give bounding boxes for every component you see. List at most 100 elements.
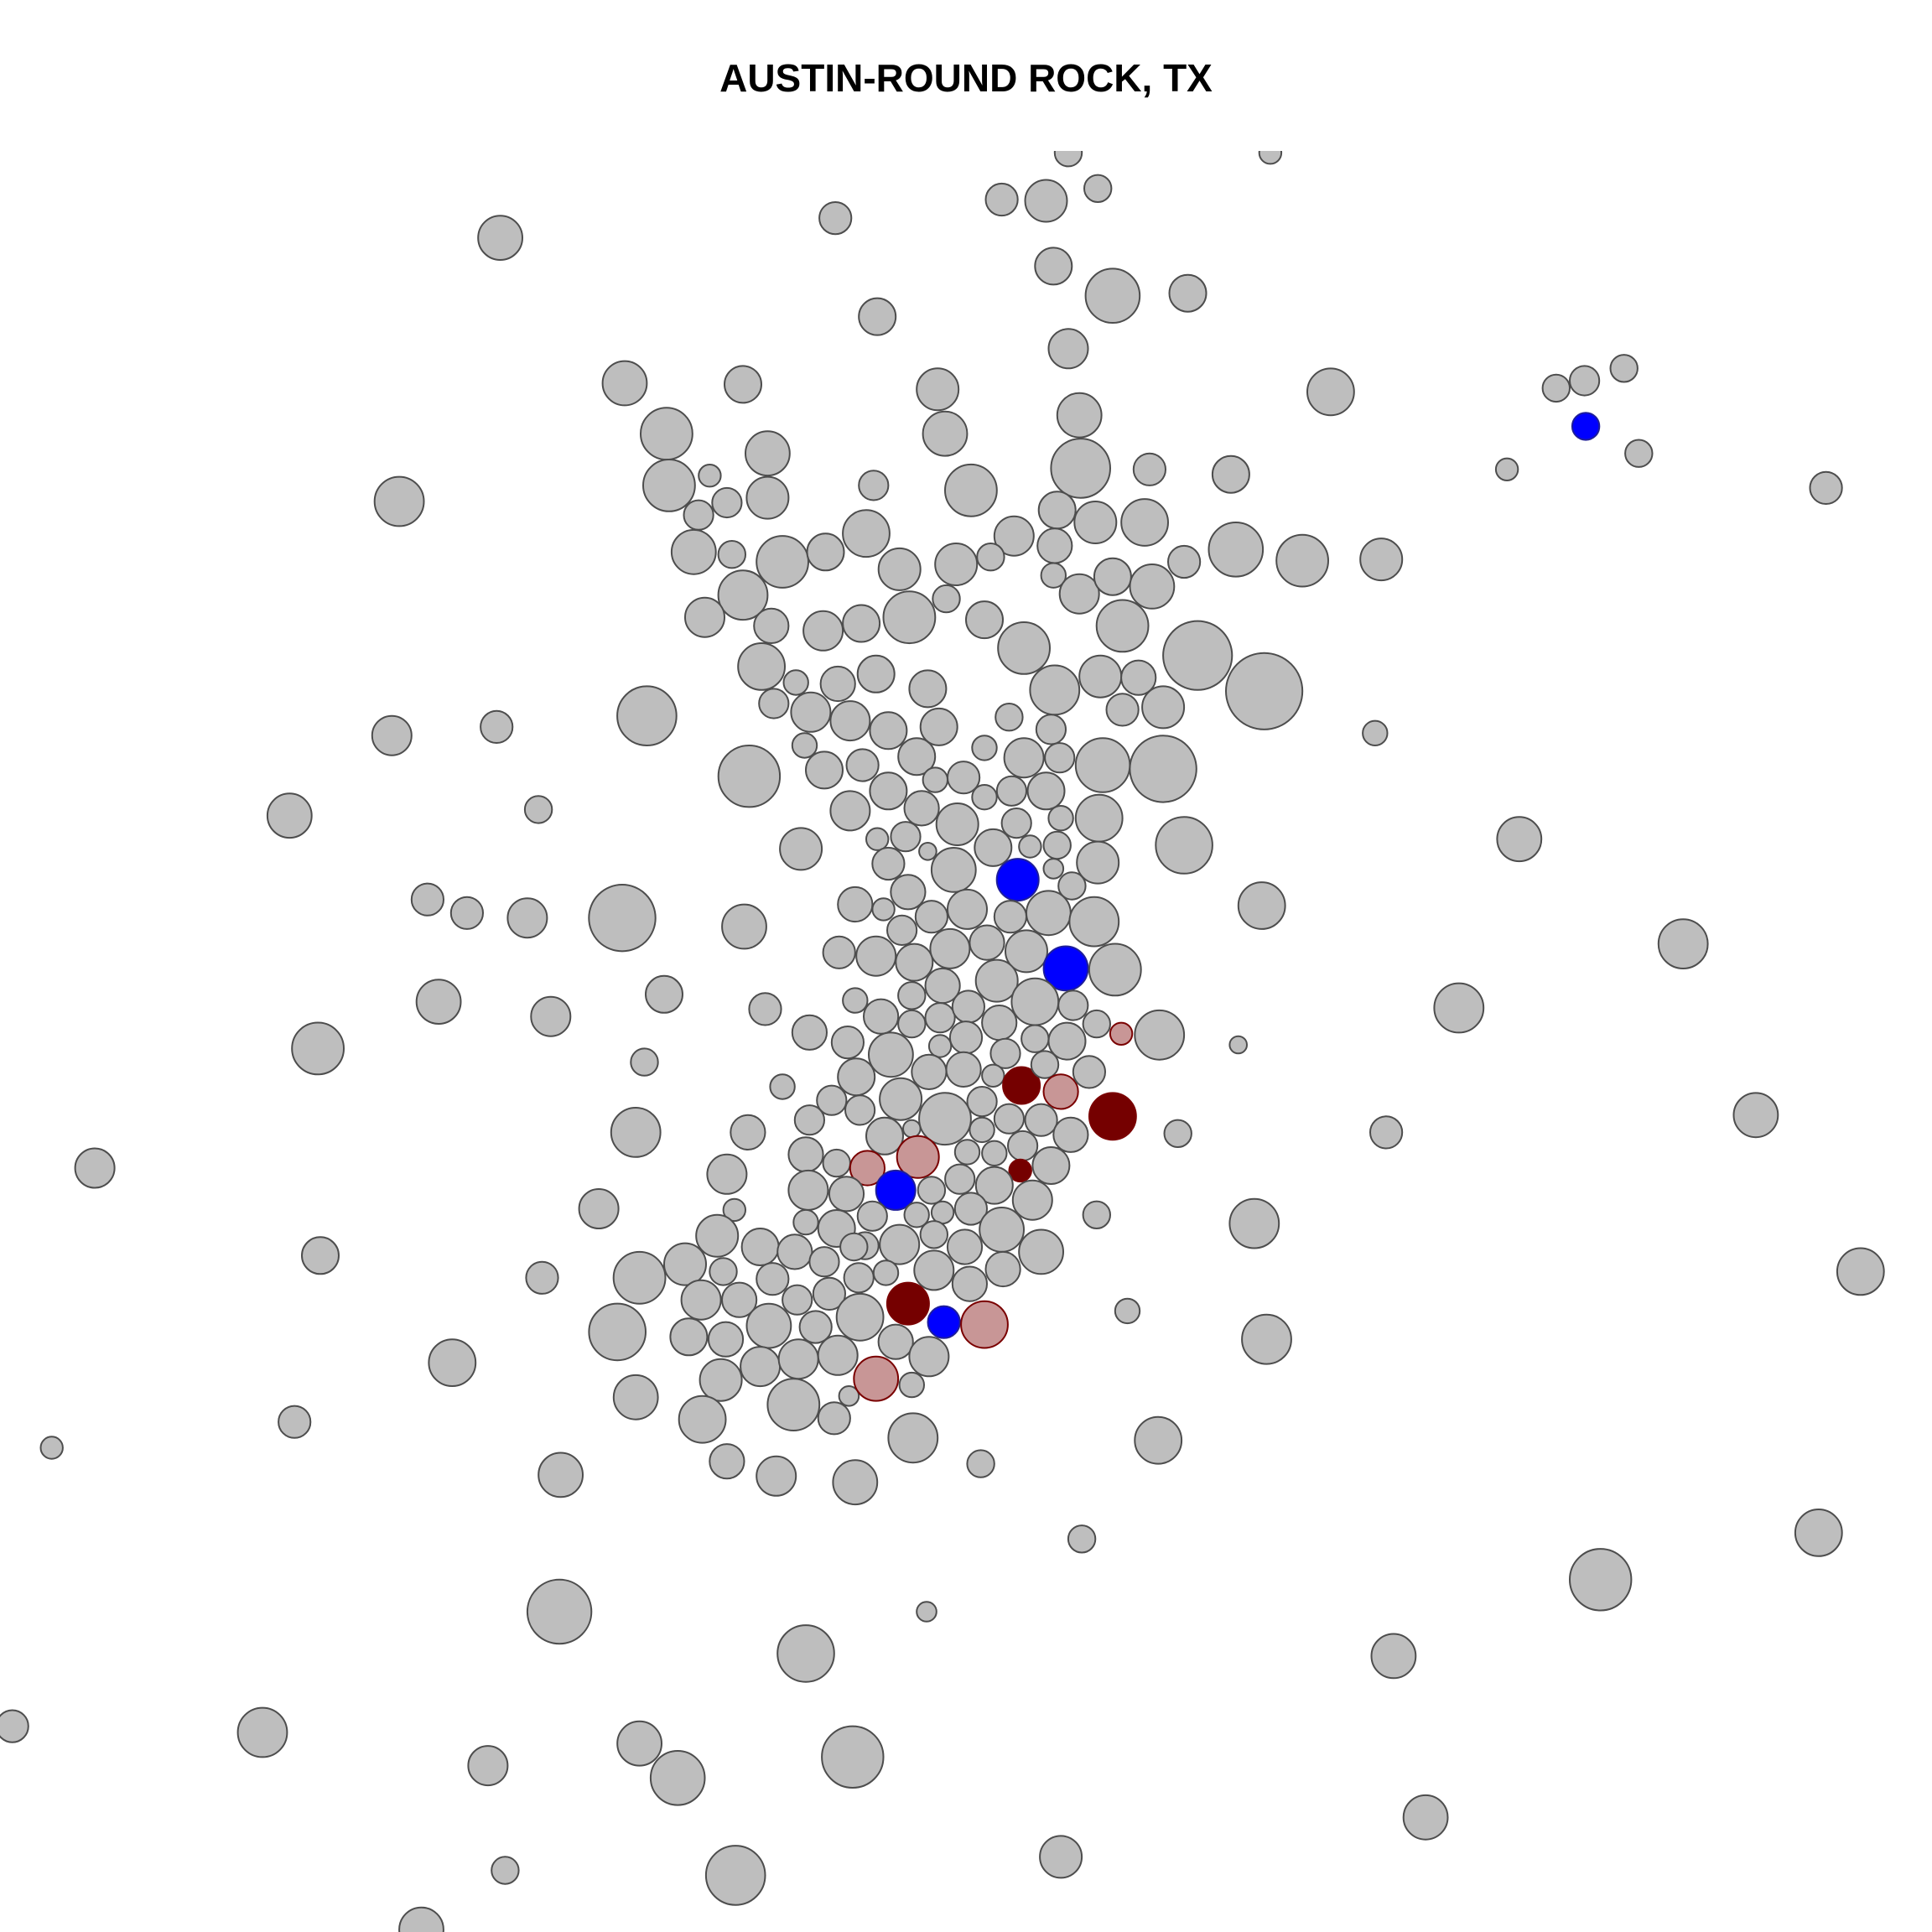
bubble-point — [922, 766, 949, 793]
bubble-point — [1794, 1509, 1843, 1557]
bubble-point — [1042, 858, 1065, 880]
bubble-point — [805, 750, 844, 790]
bubble-point — [1078, 654, 1123, 699]
bubble-point — [1168, 273, 1208, 313]
bubble-point — [966, 1086, 998, 1118]
bubble-point — [793, 1104, 826, 1136]
bubble-point — [918, 1092, 972, 1146]
bubble-point — [610, 1107, 662, 1158]
bubble-point — [1044, 742, 1076, 774]
bubble-point — [721, 1281, 758, 1318]
bubble-point — [39, 1436, 64, 1460]
bubble-point — [630, 1047, 659, 1077]
bubble-point — [842, 987, 869, 1014]
bubble-point — [1026, 890, 1072, 937]
bubble-point — [1657, 918, 1709, 969]
bubble-point — [787, 1136, 824, 1173]
bubble-point — [1114, 1297, 1141, 1325]
bubble-point — [266, 792, 313, 839]
bubble-point — [1809, 470, 1843, 506]
bubble-point — [946, 1228, 984, 1265]
bubble-point — [951, 989, 986, 1024]
bubble-point — [829, 700, 871, 742]
bubble-point — [877, 547, 922, 591]
bubble-point-light-red — [1042, 1073, 1079, 1110]
bubble-point — [373, 475, 425, 527]
bubble-point — [753, 607, 790, 645]
bubble-point — [830, 1026, 865, 1060]
bubble-point-dark-red — [886, 1281, 930, 1326]
bubble-point — [0, 1709, 29, 1743]
bubble-point — [858, 470, 890, 501]
bubble-point-blue — [995, 858, 1040, 902]
bubble-point — [756, 535, 809, 589]
bubble-point — [1005, 929, 1048, 974]
bubble-point — [1105, 693, 1140, 727]
bubble-point — [1496, 816, 1543, 863]
bubble-point — [669, 1317, 709, 1357]
bubble-point — [74, 1147, 116, 1189]
bubble-point — [1211, 454, 1250, 494]
bubble-point — [1057, 871, 1087, 901]
bubble-point — [981, 1005, 1018, 1041]
bubble-point — [792, 1208, 819, 1236]
bubble-point — [1021, 1024, 1050, 1053]
bubble-point — [818, 201, 853, 236]
bubble-point — [670, 528, 717, 575]
bubble-point — [916, 1601, 937, 1623]
bubble-point — [506, 897, 548, 939]
bubble-point — [769, 1073, 796, 1100]
bubble-point — [822, 1148, 851, 1178]
bubble-point — [981, 1063, 1005, 1088]
bubble-point — [1162, 620, 1233, 691]
bubble-point — [491, 1856, 520, 1885]
bubble-point — [480, 709, 514, 745]
bubble-point — [1057, 989, 1089, 1021]
bubble-point — [856, 654, 896, 693]
bubble-point — [832, 1459, 879, 1506]
bubble-point — [969, 924, 1005, 961]
bubble-point — [1494, 457, 1519, 481]
bubble-point — [730, 1114, 766, 1151]
bubble-point — [908, 669, 948, 709]
bubble-point — [865, 827, 890, 851]
bubble-point — [856, 1200, 888, 1232]
bubble-point — [822, 935, 856, 969]
bubble-point — [953, 1139, 981, 1166]
bubble-point — [1030, 1050, 1060, 1079]
bubble-point — [969, 1116, 995, 1144]
bubble-point — [812, 1276, 847, 1311]
bubble-point — [1359, 538, 1404, 582]
bubble-point — [871, 897, 896, 922]
bubble-point — [756, 1455, 797, 1497]
bubble-point — [410, 882, 444, 917]
bubble-point — [1018, 834, 1042, 859]
bubble-point — [817, 1334, 859, 1376]
bubble-point — [1258, 151, 1283, 165]
bubble-point — [806, 532, 845, 572]
bubble-point — [1241, 1313, 1292, 1365]
bubble-point — [663, 1242, 707, 1286]
bubble-point — [782, 1284, 813, 1316]
bubble-point — [1074, 737, 1131, 793]
bubble-point — [1134, 1415, 1183, 1465]
bubble-point — [1624, 439, 1654, 468]
bubble-point — [953, 1192, 989, 1226]
bubble-point — [1047, 1021, 1087, 1061]
bubble-point — [924, 1002, 956, 1034]
bubble-point — [945, 1051, 982, 1088]
bubble-point — [872, 1259, 900, 1286]
bubble-point — [1370, 1633, 1417, 1680]
bubble-point — [616, 685, 678, 747]
bubble-point — [737, 642, 786, 691]
bubble-points — [0, 151, 1885, 1932]
bubble-point — [1402, 1794, 1449, 1841]
bubble-point — [989, 1037, 1021, 1069]
bubble-point — [1037, 491, 1077, 530]
bubble-point — [974, 958, 1019, 1003]
bubble-point — [984, 1250, 1021, 1288]
bubble-point — [1129, 564, 1176, 610]
bubble-point — [711, 486, 743, 519]
bubble-point — [1541, 373, 1571, 403]
bubble-point — [748, 992, 782, 1026]
